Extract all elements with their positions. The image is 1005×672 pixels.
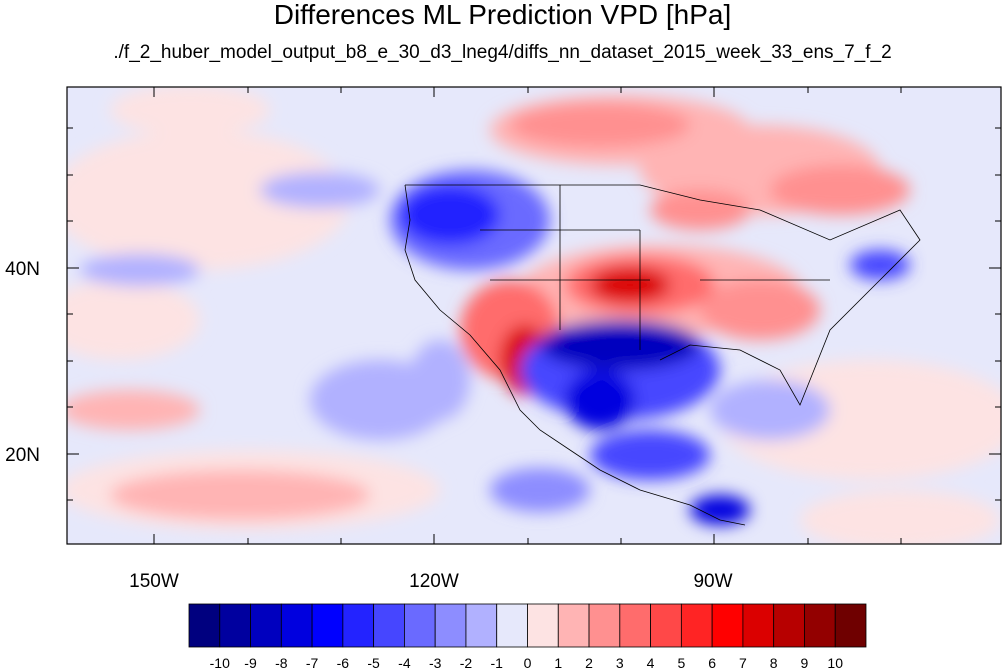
map-frame <box>66 86 1002 545</box>
colorbar-swatch <box>404 603 436 648</box>
colorbar-swatch <box>619 603 651 648</box>
map-subtitle: ./f_2_huber_model_output_b8_e_30_d3_lneg… <box>113 42 892 63</box>
colorbar-swatch <box>527 603 559 648</box>
colorbar-label: 7 <box>739 655 747 671</box>
colorbar-swatch <box>280 603 313 648</box>
colorbar-label: -6 <box>336 655 350 671</box>
colorbar-swatch <box>773 603 805 648</box>
colorbar-label: 9 <box>800 655 809 671</box>
colorbar-label: -1 <box>490 655 503 671</box>
colorbar-label: -10 <box>209 655 230 671</box>
colorbar-swatch <box>311 603 344 648</box>
colorbar-swatch <box>711 603 744 648</box>
colorbar-label: 1 <box>554 655 563 671</box>
colorbar-swatch <box>496 603 528 648</box>
map-title: Differences ML Prediction VPD [hPa] <box>273 0 732 30</box>
colorbar-swatch <box>373 603 405 648</box>
colorbar-label: 5 <box>677 655 686 671</box>
colorbar-label: 3 <box>615 655 624 671</box>
colorbar-swatch <box>219 603 251 648</box>
colorbar-label: 2 <box>585 655 593 671</box>
colorbar-swatch <box>188 603 221 648</box>
colorbar-swatch <box>588 603 621 648</box>
lat-label-40n: 40N <box>5 259 40 280</box>
map-field <box>67 87 1001 544</box>
colorbar-label: 4 <box>646 655 655 671</box>
lon-label-120w: 120W <box>409 571 459 592</box>
colorbar-label: 0 <box>523 655 532 671</box>
colorbar-swatch <box>465 603 498 648</box>
colorbar-label: 8 <box>769 655 778 671</box>
colorbar-label: -2 <box>459 655 473 671</box>
colorbar-label: -9 <box>244 655 257 671</box>
colorbar-swatch <box>742 603 775 648</box>
colorbar-swatch <box>434 603 467 648</box>
colorbar-label: 10 <box>827 655 843 671</box>
lon-label-150w: 150W <box>129 571 179 592</box>
colorbar-label: -3 <box>428 655 442 671</box>
colorbar-label: 6 <box>708 655 717 671</box>
colorbar-swatch <box>650 603 682 648</box>
coastline-outline <box>404 184 921 526</box>
colorbar-label: -4 <box>398 655 411 671</box>
colorbar-label: -8 <box>275 655 288 671</box>
colorbar-swatch <box>557 603 590 648</box>
colorbar-label: -7 <box>305 655 319 671</box>
colorbar-swatch <box>342 603 375 648</box>
colorbar-swatch <box>804 603 836 648</box>
colorbar-swatch <box>680 603 713 648</box>
lat-label-20n: 20N <box>5 445 40 466</box>
lon-label-90w: 90W <box>693 571 733 592</box>
colorbar-label: -5 <box>367 655 380 671</box>
colorbar-swatch <box>834 603 867 648</box>
colorbar-swatch <box>250 603 282 648</box>
